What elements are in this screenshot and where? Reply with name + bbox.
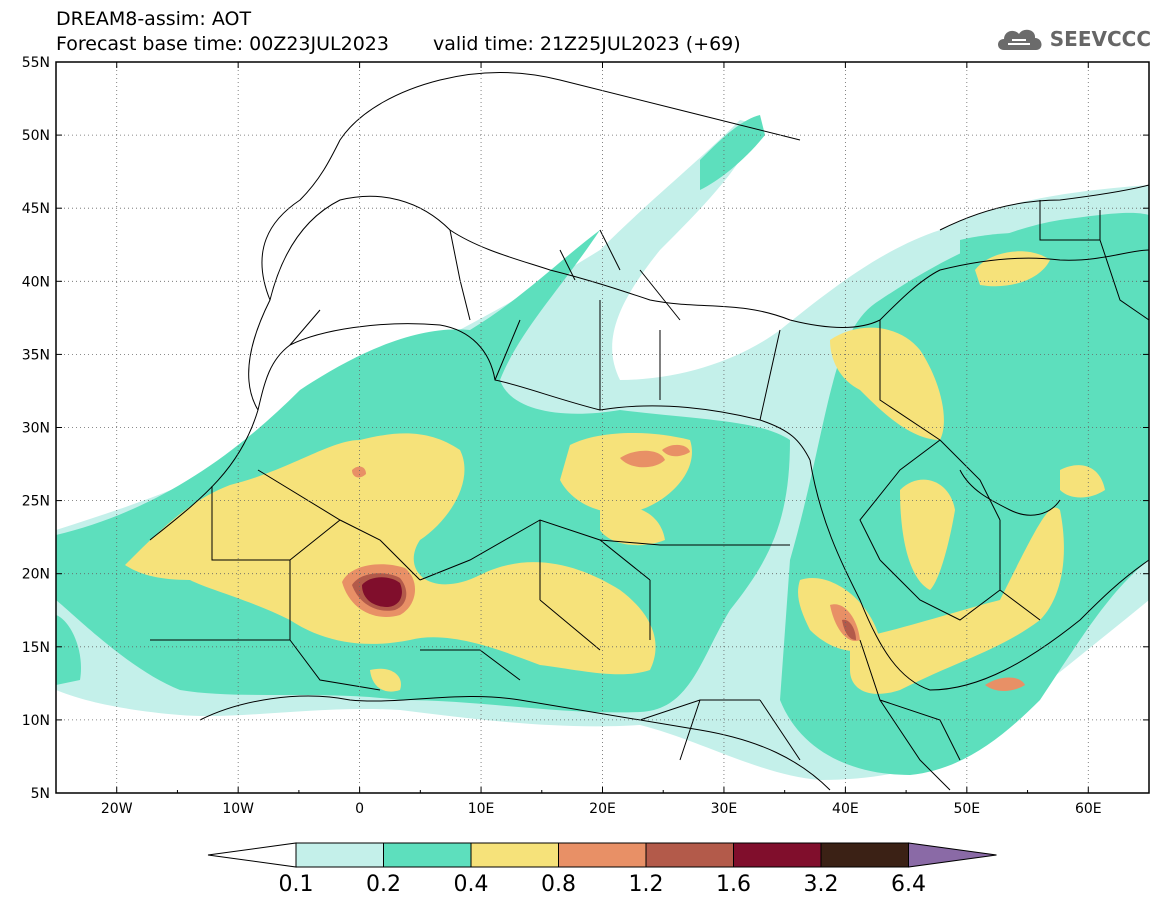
colorbar-label: 0.8 — [541, 872, 576, 897]
colorbar-low-arrow — [207, 842, 297, 868]
lon-tick-label: 20W — [101, 801, 133, 817]
colorbar-label: 0.1 — [279, 872, 314, 897]
colorbar-box — [383, 842, 472, 868]
colorbar-box — [470, 842, 559, 868]
colorbar-box — [645, 842, 734, 868]
lat-tick-label: 5N — [31, 786, 50, 802]
colorbar-box — [733, 842, 822, 868]
lat-tick-label: 35N — [22, 347, 50, 363]
lat-tick-label: 50N — [22, 128, 50, 144]
colorbar-label: 6.4 — [891, 872, 926, 897]
lat-tick-label: 20N — [22, 567, 50, 583]
lat-tick-label: 10N — [22, 713, 50, 729]
logo-text: SEEVCCC — [1049, 27, 1151, 51]
lon-tick-label: 10E — [468, 801, 495, 817]
seevccc-logo: SEEVCCC — [994, 22, 1151, 56]
lon-tick-label: 0 — [355, 801, 364, 817]
colorbar-box — [295, 842, 384, 868]
lat-tick-label: 45N — [22, 201, 50, 217]
valid-time: valid time: 21Z25JUL2023 (+69) — [432, 33, 741, 55]
lon-tick-label: 30E — [711, 801, 738, 817]
lon-tick-label: 50E — [953, 801, 980, 817]
lat-tick-label: 30N — [22, 421, 50, 437]
colorbar-label: 1.6 — [716, 872, 751, 897]
lon-tick-label: 40E — [832, 801, 859, 817]
coastlines-borders — [149, 72, 1150, 791]
colorbar-high-arrow — [908, 842, 997, 868]
colorbar-box — [820, 842, 909, 868]
cloud-icon — [997, 29, 1042, 50]
colorbar-box — [558, 842, 647, 868]
lon-tick-label: 10W — [222, 801, 254, 817]
lon-tick-label: 60E — [1075, 801, 1102, 817]
lat-tick-label: 40N — [22, 274, 50, 290]
base-time: Forecast base time: 00Z23JUL2023 — [56, 33, 389, 55]
colorbar-label: 3.2 — [804, 872, 839, 897]
chart-title: DREAM8-assim: AOT — [56, 8, 252, 30]
colorbar: 0.1 0.2 0.4 0.8 1.2 1.6 3.2 6.4 — [207, 842, 997, 897]
lat-tick-label: 15N — [22, 640, 50, 656]
colorbar-label: 0.2 — [366, 872, 401, 897]
axis-ticks: 55N 50N 45N 40N 35N 30N 25N 20N 15N 10N 5N 20W 10W 0 1… — [22, 55, 1150, 817]
lat-tick-label: 25N — [22, 494, 50, 510]
forecast-times: Forecast base time: 00Z23JUL2023 valid ti… — [56, 33, 741, 55]
colorbar-label: 1.2 — [629, 872, 664, 897]
lat-tick-label: 55N — [22, 55, 50, 71]
lon-tick-label: 20E — [589, 801, 616, 817]
colorbar-label: 0.4 — [454, 872, 489, 897]
